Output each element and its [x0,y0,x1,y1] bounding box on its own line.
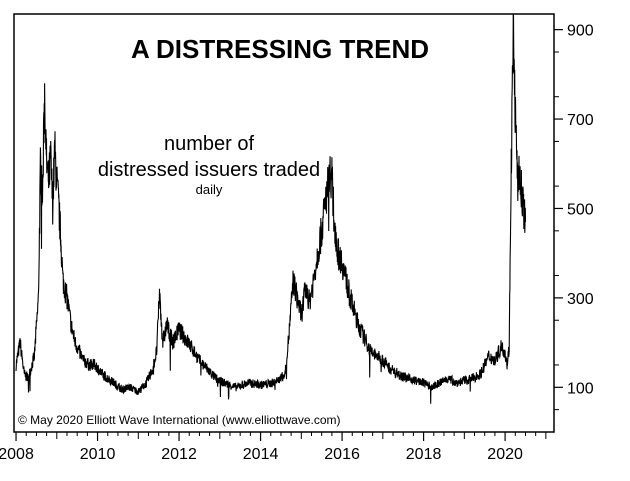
x-tick-label: 2014 [243,446,279,463]
y-tick-label: 700 [567,112,594,129]
series-line [15,14,527,404]
chart-subtitle-line3: daily [196,182,223,197]
y-tick-label: 300 [567,291,594,308]
y-tick-label: 500 [567,201,594,218]
copyright-notice: © May 2020 Elliott Wave International (w… [18,413,341,427]
y-tick-label: 900 [567,23,594,40]
chart-subtitle-line2: distressed issuers traded [98,159,320,181]
x-tick-label: 2008 [0,446,34,463]
series-layer [15,14,527,404]
x-tick-label: 2012 [161,446,197,463]
x-tick-label: 2020 [487,446,523,463]
y-tick-label: 100 [567,380,594,397]
plot-frame [13,13,555,433]
chart-title: A DISTRESSING TREND [131,34,429,64]
x-axis: 2008 2010 2012 2014 2016 2018 2020 [0,432,547,463]
x-tick-label: 2018 [406,446,442,463]
x-tick-label: 2016 [324,446,360,463]
x-tick-label: 2010 [80,446,116,463]
plot-area-border [13,13,555,433]
chart-subtitle-line1: number of [164,133,254,155]
y-axis: 100 300 500 700 900 [554,23,594,411]
